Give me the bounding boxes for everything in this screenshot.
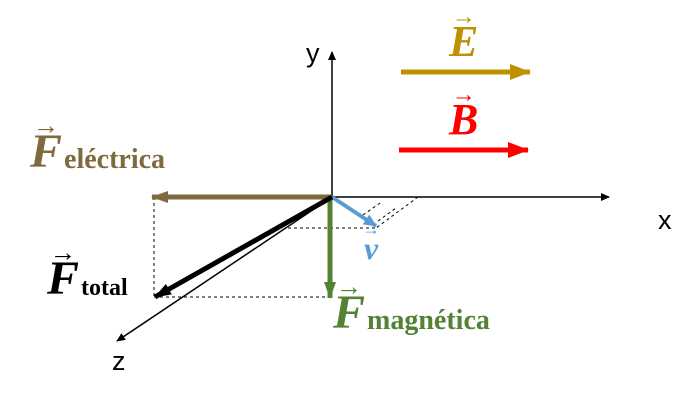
F-total-arrow	[153, 194, 334, 300]
y-axis-label: y	[306, 38, 320, 68]
F-total-label: Ftotal	[47, 255, 128, 303]
v-symbol: v	[364, 232, 378, 264]
B-symbol: B	[449, 98, 478, 142]
F-electrica-symbol: F	[30, 128, 62, 176]
v-label: v	[364, 232, 378, 264]
F-electrica-subscript: eléctrica	[64, 144, 166, 176]
F-magnetica-subscript: magnética	[367, 305, 490, 337]
F-total-subscript: total	[81, 275, 128, 302]
F-total-symbol: F	[47, 255, 79, 303]
z-axis	[116, 196, 333, 342]
F-electrica-label: Feléctrica	[30, 128, 165, 176]
x-axis-label: x	[658, 205, 672, 235]
dashed-xz-plane-right	[375, 196, 419, 229]
z-axis-label: z	[112, 346, 126, 376]
construction-lines	[153, 196, 419, 298]
F-magnetica-symbol: F	[333, 289, 365, 337]
E-symbol: E	[449, 20, 478, 64]
B-label: B	[449, 98, 478, 142]
E-label: E	[449, 20, 478, 64]
dashed-hatch-2	[377, 207, 397, 222]
axes	[116, 51, 610, 342]
F-magnetica-label: Fmagnética	[333, 289, 490, 337]
dashed-hatch-1	[362, 202, 381, 216]
